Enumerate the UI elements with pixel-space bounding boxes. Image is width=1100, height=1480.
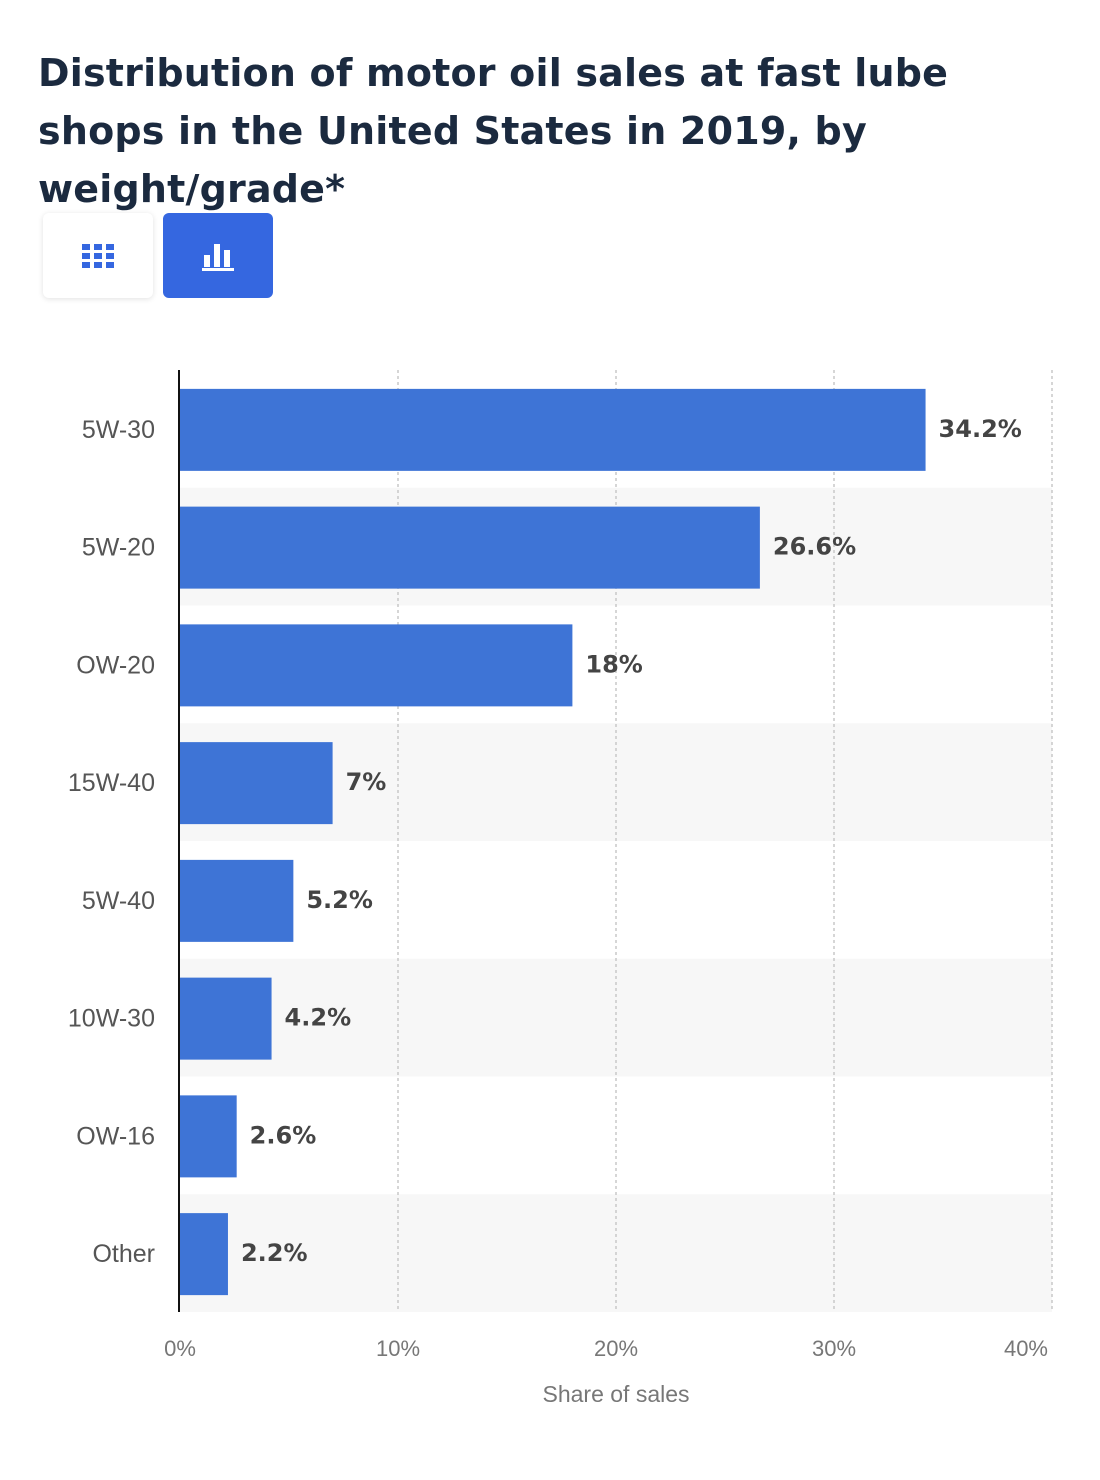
bar bbox=[180, 859, 294, 942]
data-label: 34.2% bbox=[939, 415, 1022, 443]
x-tick-label: 10% bbox=[376, 1336, 420, 1361]
category-label: OW-20 bbox=[76, 651, 155, 679]
data-label: 4.2% bbox=[285, 1004, 352, 1032]
category-label: 5W-40 bbox=[82, 887, 155, 915]
category-label: Other bbox=[92, 1240, 155, 1268]
bar-chart-icon bbox=[202, 243, 234, 271]
data-label: 7% bbox=[346, 768, 387, 796]
bar bbox=[180, 1095, 237, 1178]
bar bbox=[180, 388, 926, 471]
grid-icon bbox=[82, 243, 114, 268]
x-tick-label: 30% bbox=[812, 1336, 856, 1361]
bar bbox=[180, 506, 760, 589]
chart-title: Distribution of motor oil sales at fast … bbox=[38, 51, 949, 211]
bar bbox=[180, 742, 333, 825]
category-label: OW-16 bbox=[76, 1122, 155, 1150]
x-tick-label: 0% bbox=[164, 1336, 196, 1361]
table-view-button[interactable] bbox=[43, 213, 153, 298]
category-label: 15W-40 bbox=[68, 769, 155, 797]
bar bbox=[180, 977, 272, 1060]
chart-view-button[interactable] bbox=[163, 213, 273, 298]
data-label: 2.6% bbox=[250, 1121, 317, 1149]
x-tick-label: 40% bbox=[1004, 1336, 1048, 1361]
data-label: 18% bbox=[585, 650, 642, 678]
category-label: 5W-20 bbox=[82, 534, 155, 562]
data-label: 2.2% bbox=[241, 1239, 308, 1267]
data-label: 5.2% bbox=[306, 886, 373, 914]
data-label: 26.6% bbox=[773, 533, 856, 561]
category-label: 5W-30 bbox=[82, 416, 155, 444]
bar bbox=[180, 624, 573, 707]
bar bbox=[180, 1213, 228, 1296]
category-label: 10W-30 bbox=[68, 1005, 155, 1033]
x-axis-title: Share of sales bbox=[542, 1381, 689, 1407]
x-tick-label: 20% bbox=[594, 1336, 638, 1361]
